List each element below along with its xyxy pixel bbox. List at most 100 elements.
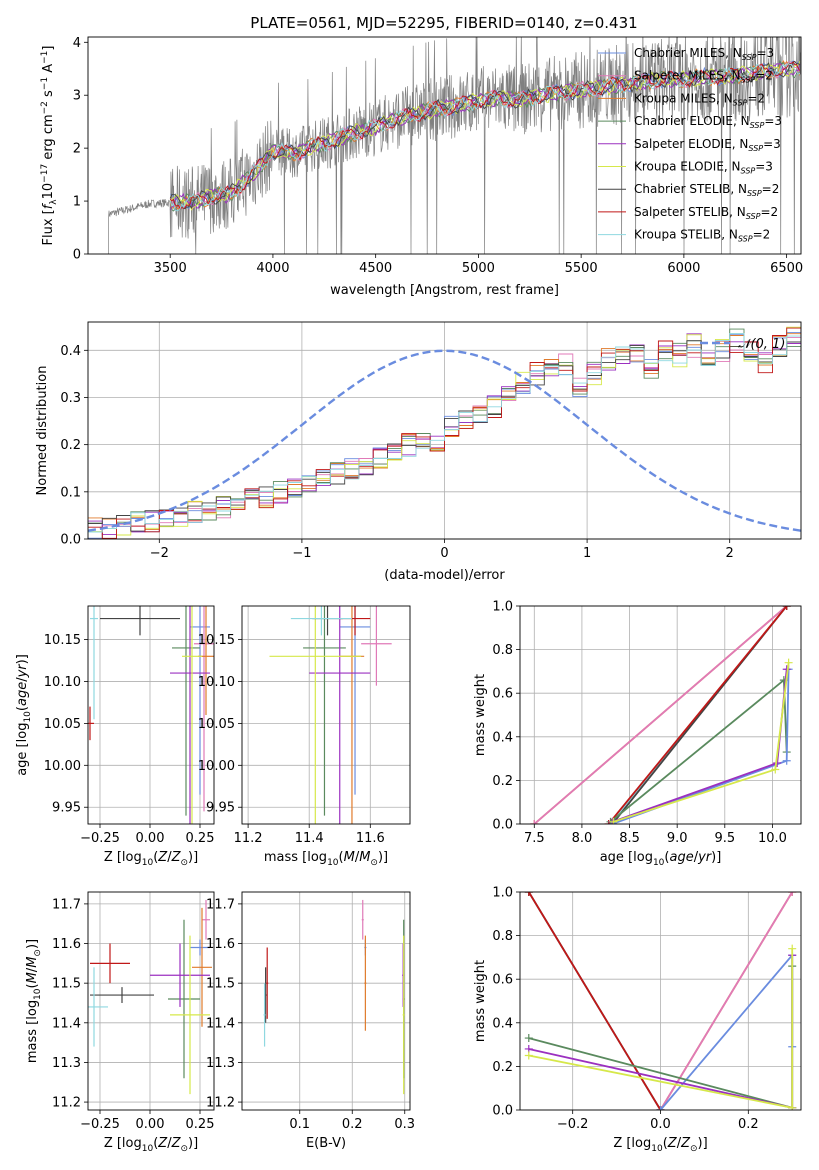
legend-label-part: Salpeter STELIB, N bbox=[634, 205, 746, 219]
y-axis-label-part: yr bbox=[15, 663, 30, 679]
axes-frame bbox=[519, 605, 802, 825]
mass-weight-line bbox=[533, 606, 788, 824]
legend-label-part: SSP bbox=[741, 76, 756, 85]
x-axis-label-part: / bbox=[167, 850, 172, 865]
mass_vs_Z-panel: −0.25 0.00 0.25 11.2 11.3 11.4 11.5 11.6 11.7 Z [… bbox=[25, 891, 215, 1154]
x-axis-label-part: )] bbox=[188, 1136, 198, 1151]
x-axis-label: age [log10(age/yr)] bbox=[600, 850, 722, 868]
y-axis-label-part: ⊙ bbox=[33, 949, 43, 957]
legend-label-part: =2 bbox=[755, 69, 773, 83]
x-tick-label: −1 bbox=[292, 546, 311, 561]
mass-weight-marker bbox=[530, 820, 539, 824]
x-axis-label-part: )] bbox=[711, 850, 721, 865]
mass-weight-marker bbox=[524, 1034, 533, 1043]
y-axis-label: mass [log10(M/M⊙)] bbox=[25, 939, 43, 1063]
model-spectrum-line bbox=[169, 61, 801, 211]
age_vs_mass-panel: 11.2 11.4 11.6 9.95 10.00 10.05 10.10 10.15 mass… bbox=[198, 605, 411, 868]
y-axis-label-part: ( bbox=[25, 983, 40, 988]
y-axis-label-part: erg cm bbox=[41, 114, 56, 163]
axes-frame bbox=[241, 605, 411, 825]
weight_vs_Z-panel: −0.2 0.0 0.20.00.20.40.60.81.0Z [log10(Z/Z… bbox=[473, 886, 802, 1154]
mass-weight-marker bbox=[609, 817, 618, 824]
mass-weight-line bbox=[607, 606, 788, 824]
x-axis-label-part: ( bbox=[664, 850, 669, 865]
x-tick-label: 10.0 bbox=[758, 831, 787, 846]
legend-label-part: Salpeter ELODIE, N bbox=[634, 137, 748, 151]
mass-weight-marker bbox=[788, 1103, 797, 1110]
axes-frame bbox=[241, 891, 411, 1111]
legend-label-part: SSP bbox=[748, 144, 763, 153]
x-axis-label-part: age bbox=[669, 850, 693, 865]
x-axis-label-part: ( bbox=[663, 1136, 668, 1151]
y-tick-label: 11.3 bbox=[206, 1056, 235, 1071]
mass_vs_Z-plot-area bbox=[88, 899, 212, 1095]
x-axis-label-part: ( bbox=[153, 850, 158, 865]
x-tick-label: 6500 bbox=[770, 261, 803, 276]
legend-label: Chabrier MILES, NSSP=3 bbox=[634, 46, 774, 62]
residual-histogram-step bbox=[88, 326, 801, 536]
mass-weight-marker bbox=[524, 1051, 533, 1060]
model-spectrum-line bbox=[169, 61, 801, 210]
y-axis-label-part: M bbox=[25, 957, 40, 968]
x-tick-label: 4500 bbox=[359, 261, 392, 276]
mass-weight-line bbox=[612, 669, 790, 824]
x-tick-label: −0.25 bbox=[80, 831, 120, 846]
axes-frame bbox=[87, 321, 802, 540]
y-axis-label-part: / bbox=[25, 967, 40, 972]
legend-label-part: Chabrier STELIB, N bbox=[634, 182, 747, 196]
y-axis-label: Normed distribution bbox=[35, 366, 50, 496]
legend-label-part: SSP bbox=[746, 212, 761, 221]
y-tick-label: 11.4 bbox=[206, 1016, 235, 1031]
model-spectrum-line bbox=[169, 63, 801, 212]
x-axis-label-part: Z [log bbox=[613, 1136, 651, 1151]
mass_vs_ebv-panel: 0.1 0.2 0.3 11.2 11.3 11.4 11.5 11.6 11.7 E(B-V) bbox=[206, 891, 415, 1151]
x-tick-label: 1 bbox=[583, 546, 591, 561]
spectrum-panel: 3500 4000 4500 5000 5500 6000 6500 0 1 2 3 4 Chabrie… bbox=[40, 36, 803, 298]
x-axis-label: Z [log10(Z/Z⊙)] bbox=[104, 1136, 198, 1154]
y-axis-label-part: age bbox=[15, 682, 30, 706]
y-tick-label: 0.6 bbox=[492, 973, 513, 988]
mass-weight-marker bbox=[524, 892, 533, 896]
y-tick-label: 11.3 bbox=[52, 1056, 81, 1071]
legend-label-part: SSP bbox=[747, 189, 762, 198]
axes-frame bbox=[519, 891, 802, 1111]
x-axis-label-part: 10 bbox=[327, 858, 339, 868]
x-tick-label: 11.2 bbox=[234, 831, 263, 846]
model-spectrum-line bbox=[169, 60, 801, 210]
y-axis-label-part: 10 bbox=[23, 711, 33, 723]
residual-histogram-step bbox=[88, 328, 801, 539]
y-tick-label: 0.4 bbox=[492, 1016, 513, 1031]
y-tick-label: 11.2 bbox=[52, 1096, 81, 1111]
x-tick-label: 0.25 bbox=[186, 1117, 215, 1132]
legend-label: Kroupa ELODIE, NSSP=3 bbox=[634, 160, 773, 176]
x-axis-label-part: M bbox=[359, 850, 370, 865]
residual-histogram-step bbox=[88, 327, 801, 539]
y-axis-label-part: Flux [ bbox=[41, 209, 56, 245]
y-tick-label: 11.5 bbox=[206, 977, 235, 992]
legend-label-part: Salpeter MILES, N bbox=[634, 69, 741, 83]
x-axis-label-part: Z bbox=[157, 850, 168, 865]
legend-label-part: Kroupa STELIB, N bbox=[634, 228, 738, 242]
legend-label-part: SSP bbox=[742, 53, 757, 62]
y-axis-label-part: 10 bbox=[41, 183, 56, 200]
x-tick-label: 7.5 bbox=[524, 831, 545, 846]
x-axis-label-part: yr bbox=[697, 850, 713, 865]
mass-weight-marker bbox=[784, 658, 793, 667]
x-tick-label: −0.2 bbox=[557, 1117, 589, 1132]
y-tick-label: 0.2 bbox=[60, 438, 81, 453]
x-axis-label-part: Z bbox=[667, 1136, 678, 1151]
y-axis-label-part: −2 bbox=[40, 101, 50, 114]
legend-label: Chabrier ELODIE, NSSP=3 bbox=[634, 114, 782, 130]
x-axis-label-part: 10 bbox=[651, 1144, 663, 1154]
y-axis-label-part: )] bbox=[15, 654, 30, 664]
x-axis-label-part: ⊙ bbox=[180, 858, 188, 868]
weight_vs_Z-plot-area bbox=[524, 892, 797, 1110]
x-axis-label-part: / bbox=[355, 850, 360, 865]
x-axis-label: mass [log10(M/M⊙)] bbox=[264, 850, 388, 868]
legend-label-part: Kroupa MILES, N bbox=[634, 91, 733, 105]
mass-weight-marker bbox=[788, 944, 797, 953]
x-axis-label-part: Z [log bbox=[104, 1136, 142, 1151]
y-tick-label: 4 bbox=[73, 36, 81, 51]
legend-label-part: =3 bbox=[756, 46, 774, 60]
